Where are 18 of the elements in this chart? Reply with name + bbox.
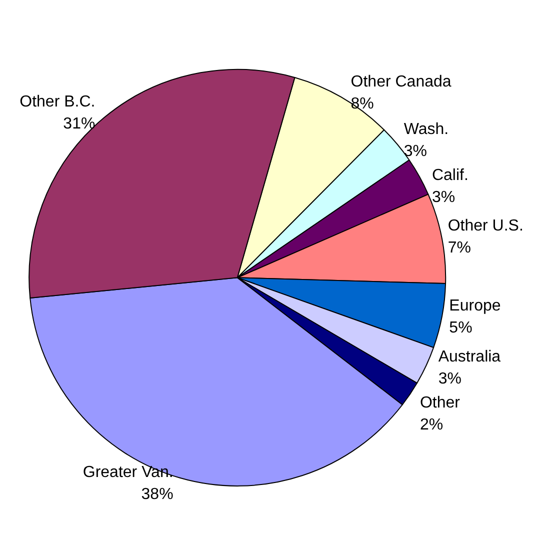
data-label: 3% [432,189,456,206]
slice-label: Other [420,394,461,412]
data-label: 7% [448,239,471,256]
slice-label: Europe [449,298,501,315]
slice-label: Calif. [432,167,468,184]
data-label: 3% [404,143,427,160]
data-label: 5% [449,320,472,337]
slice-label: Wash. [404,121,449,138]
data-label: 3% [438,370,462,388]
slice-label: Other B.C. [20,94,96,111]
slice-label: Australia [438,348,501,366]
data-label: 8% [350,95,374,112]
data-label: 38% [141,486,174,504]
slice-label: Other U.S. [448,217,524,234]
data-label: 2% [420,416,444,434]
slice-label: Greater Van. [82,464,174,482]
data-label: 31% [63,116,96,133]
slice-label: Other Canada [350,73,452,90]
